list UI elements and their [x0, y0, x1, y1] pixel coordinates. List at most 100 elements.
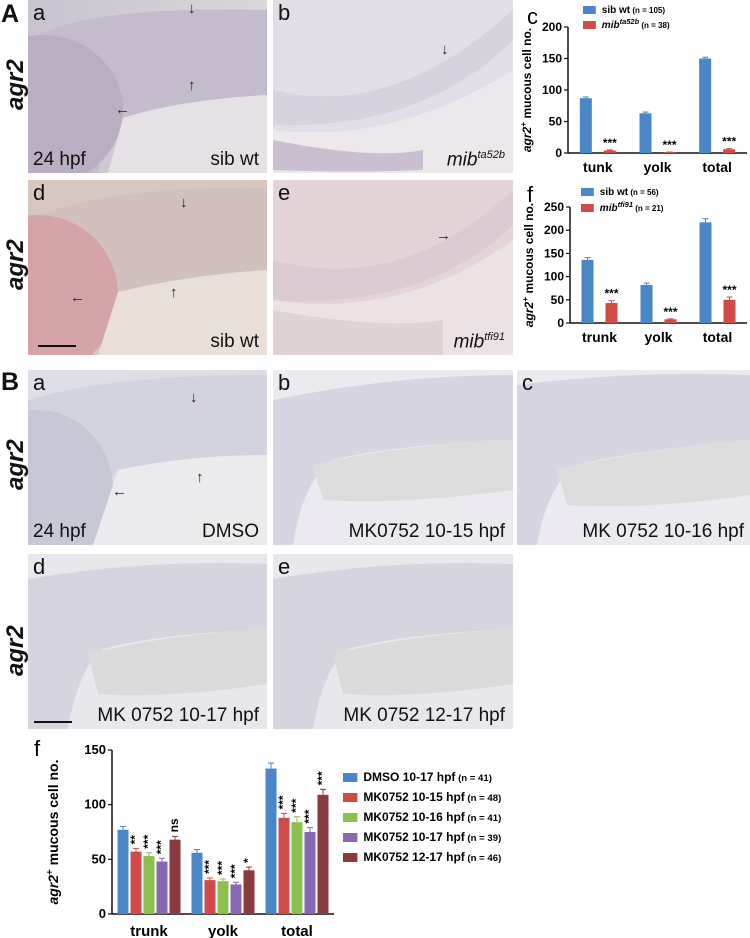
- image-panel-b-a: a 24 hpf DMSO ↓ ↑ ←: [28, 370, 267, 545]
- gene-label-b-bottom: agr2: [2, 625, 29, 676]
- section-label-a: A: [1, 0, 20, 28]
- significance-label: *: [241, 858, 255, 863]
- legend-label: MK0752 10-15 hpf (n = 48): [363, 790, 501, 804]
- significance-label: ***: [289, 798, 303, 812]
- category-label: yolk: [643, 159, 671, 175]
- bar-chart-a-c: 0 50 100 150 200 agr2+ mucous cell no. *** tunk…: [518, 4, 747, 175]
- treatment-caption: MK 0752 12-17 hpf: [343, 705, 505, 726]
- arrow-down: ↓: [190, 389, 198, 406]
- y-tick-label: 100: [542, 83, 562, 97]
- significance-label: ***: [228, 864, 242, 878]
- bar: [603, 150, 616, 153]
- legend-label: mibtfi91 (n = 21): [600, 200, 664, 215]
- genotype-caption: mibtfi91: [453, 330, 505, 352]
- bar: [204, 880, 216, 914]
- image-panel-a-d: d sib wt ↓ ↑ ←: [28, 180, 267, 355]
- legend-label: DMSO 10-17 hpf (n = 41): [363, 770, 492, 784]
- bar: [265, 768, 277, 914]
- panel-letter: b: [278, 370, 291, 395]
- significance-label: ns: [167, 818, 181, 832]
- treatment-caption: MK 0752 10-16 hpf: [582, 521, 744, 542]
- treatment-caption: MK 0752 10-17 hpf: [97, 705, 259, 726]
- y-tick-label: 150: [542, 52, 562, 66]
- category-label: yolk: [208, 923, 239, 938]
- stage-caption: 24 hpf: [33, 149, 86, 170]
- y-tick-label: 100: [544, 270, 564, 284]
- bar: [304, 832, 316, 914]
- legend-label: sib wt (n = 105): [602, 5, 666, 16]
- y-tick-label: 0: [99, 906, 106, 921]
- bar-chart-a-f: 0 50 100 150 200 250 agr2+ mucous cell no. *** t…: [520, 182, 747, 345]
- legend-swatch: [583, 21, 596, 29]
- y-axis-label: agr2+ mucous cell no.: [520, 203, 536, 327]
- significance-label: ***: [302, 809, 316, 823]
- gene-label-a-top: agr2: [2, 59, 29, 110]
- image-panel-b-d: d MK 0752 10-17 hpf: [28, 554, 267, 729]
- significance-label: ***: [722, 283, 736, 297]
- arrow-left: ←: [115, 101, 130, 118]
- y-tick-label: 150: [544, 246, 564, 260]
- bar: [191, 852, 203, 914]
- significance-label: ***: [276, 795, 290, 809]
- y-tick-label: 200: [544, 223, 564, 237]
- legend-swatch: [583, 6, 596, 14]
- genotype-caption: sib wt: [210, 331, 259, 352]
- arrow-left: ←: [112, 483, 127, 500]
- arrow-up: ↑: [196, 469, 204, 486]
- stage-caption: 24 hpf: [33, 521, 86, 542]
- bar: [664, 319, 677, 323]
- y-tick-label: 50: [549, 115, 563, 129]
- treatment-caption: DMSO: [202, 521, 259, 542]
- bar: [640, 284, 653, 323]
- arrow-down: ↓: [188, 0, 196, 17]
- panel-letter: e: [278, 554, 291, 579]
- category-label: trunk: [130, 923, 168, 938]
- bar: [723, 149, 736, 153]
- y-tick-label: 100: [84, 797, 106, 812]
- y-tick-label: 50: [551, 293, 565, 307]
- legend-label: MK0752 10-16 hpf (n = 41): [363, 810, 501, 824]
- arrow-left: ←: [70, 289, 85, 306]
- bar: [130, 851, 142, 914]
- category-label: tunk: [583, 159, 613, 175]
- bar: [579, 98, 592, 153]
- legend-swatch: [343, 833, 358, 842]
- arrow-down: ↓: [441, 41, 449, 58]
- bar: [605, 303, 618, 323]
- bar: [291, 822, 303, 914]
- legend-swatch: [343, 813, 358, 822]
- gene-label-b-top: agr2: [2, 439, 29, 490]
- y-tick-label: 0: [557, 316, 564, 330]
- image-panel-a-b: b mibta52b ↓: [273, 0, 513, 173]
- bar: [317, 794, 329, 914]
- legend-label: MK0752 12-17 hpf (n = 46): [363, 850, 501, 864]
- legend-swatch: [343, 853, 358, 862]
- panel-letter: a: [33, 0, 46, 25]
- panel-letter: d: [33, 180, 46, 205]
- section-label-b: B: [1, 368, 20, 396]
- image-panel-b-b: b MK0752 10-15 hpf: [273, 370, 513, 545]
- bar: [217, 881, 229, 914]
- significance-label: **: [128, 835, 142, 845]
- scale-bar: [34, 721, 72, 723]
- y-tick-label: 150: [84, 742, 106, 757]
- legend-swatch: [581, 188, 594, 196]
- legend-label: mibta52b (n = 38): [602, 17, 670, 32]
- category-label: total: [281, 923, 313, 938]
- significance-label: ***: [154, 840, 168, 854]
- arrow-up: ↑: [188, 77, 196, 94]
- bar: [243, 870, 255, 914]
- image-panel-b-e: e MK 0752 12-17 hpf: [273, 554, 513, 729]
- bar: [117, 829, 129, 914]
- significance-label: ***: [603, 136, 617, 150]
- gene-label-a-bottom: agr2: [2, 239, 29, 290]
- significance-label: ***: [141, 834, 155, 848]
- image-panel-a-a: a 24 hpf sib wt ↓ ↑ ←: [28, 0, 267, 173]
- panel-letter: c: [522, 370, 533, 395]
- image-panel-b-c: c MK 0752 10-16 hpf: [517, 370, 750, 545]
- legend-swatch: [343, 773, 358, 782]
- y-tick-label: 200: [542, 20, 562, 34]
- y-tick-label: 50: [92, 851, 106, 866]
- significance-label: ***: [315, 771, 329, 785]
